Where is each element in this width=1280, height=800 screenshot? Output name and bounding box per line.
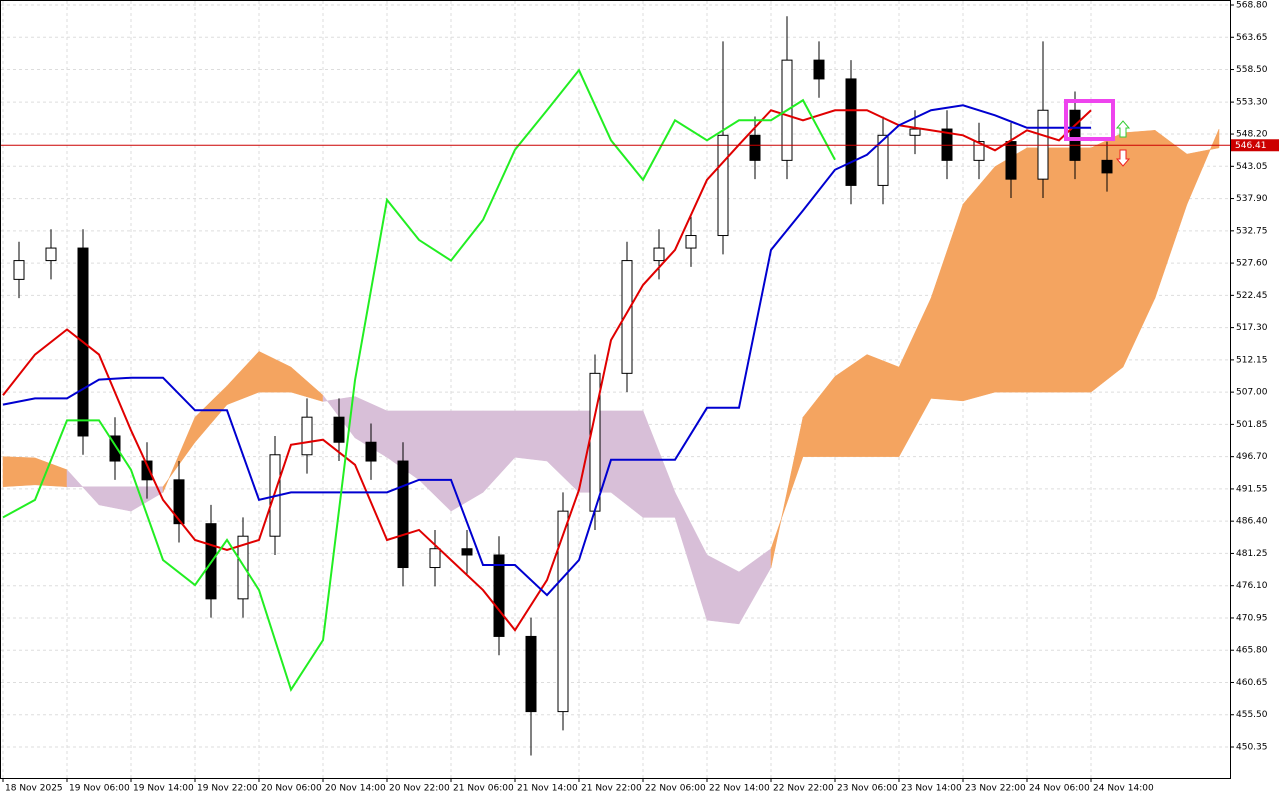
x-tick-label: 20 Nov 14:00 [325,784,386,794]
candle-body [877,134,889,186]
candle-body [493,554,505,637]
candle-body [429,548,441,569]
x-tick-label: 18 Nov 2025 [5,784,63,794]
candle-body [1101,159,1113,174]
y-tick-label: 548.20 [1236,130,1268,140]
candle-body [813,59,825,80]
cloud-segment [866,354,900,457]
candle-body [237,535,249,600]
x-tick-label: 24 Nov 06:00 [1029,784,1090,794]
candle-body [909,128,921,136]
y-tick-label: 517.30 [1236,323,1268,333]
x-tick-label: 21 Nov 22:00 [581,784,642,794]
candle-body [941,128,953,161]
y-tick-label: 486.40 [1236,517,1268,527]
candle-body [557,510,569,713]
candle-body [109,435,121,462]
candle-body [173,479,185,525]
x-tick-label: 23 Nov 06:00 [837,784,898,794]
candle-body [333,416,345,443]
indicator-line [2,109,1092,632]
price-label: 546.41 [1235,141,1267,151]
candle-body [525,635,537,713]
candle-body [1069,109,1081,161]
candle-body [621,260,633,374]
cloud-segment [962,165,996,402]
x-tick-label: 24 Nov 14:00 [1093,784,1154,794]
y-tick-label: 558.50 [1236,65,1268,75]
y-tick-label: 543.05 [1236,162,1268,172]
y-tick-label: 465.80 [1236,646,1268,656]
down-arrow [1115,149,1131,167]
candle-body [973,141,985,161]
candle-body [845,78,857,186]
y-tick-label: 491.55 [1236,484,1268,494]
y-tick-label: 481.25 [1236,549,1268,559]
y-tick-label: 512.15 [1236,355,1268,365]
candle-body [717,134,729,237]
y-tick-label: 460.65 [1236,678,1268,688]
cloud-segment [514,410,548,462]
candle-body [749,134,761,161]
price-tag [1231,139,1279,152]
y-tick-label: 527.60 [1236,259,1268,269]
candle-body [461,548,473,556]
x-tick-label: 19 Nov 06:00 [69,784,130,794]
indicator-line [2,68,836,692]
candle-body [45,247,57,262]
cloud-segment [1186,128,1220,205]
y-tick-label: 532.75 [1236,226,1268,236]
x-tick-label: 22 Nov 14:00 [709,784,770,794]
x-tick-label: 19 Nov 14:00 [133,784,194,794]
x-tick-label: 23 Nov 22:00 [965,784,1026,794]
candle-body [301,416,313,456]
y-tick-label: 507.00 [1236,388,1268,398]
y-tick-label: 455.50 [1236,710,1268,720]
highlight-box [1064,99,1115,141]
candle-body [1037,109,1049,180]
x-tick-label: 22 Nov 22:00 [773,784,834,794]
y-tick-label: 450.35 [1236,742,1268,752]
y-tick-label: 563.65 [1236,33,1268,43]
x-tick-label: 19 Nov 22:00 [197,784,258,794]
y-tick-label: 522.45 [1236,291,1268,301]
y-tick-label: 568.80 [1236,1,1268,11]
y-tick-label: 476.10 [1236,581,1268,591]
x-tick-label: 21 Nov 14:00 [517,784,578,794]
cloud-segment [1058,147,1092,393]
candle-body [653,247,665,262]
indicator-line [2,104,1091,597]
y-tick-label: 496.70 [1236,452,1268,462]
candle-body [1005,141,1017,180]
y-tick-label: 501.85 [1236,420,1268,430]
candle-body [365,441,377,462]
y-tick-label: 553.30 [1236,98,1268,108]
y-tick-label: 537.90 [1236,194,1268,204]
x-tick-label: 23 Nov 14:00 [901,784,962,794]
candle-body [13,260,25,280]
up-arrow [1115,120,1131,138]
x-tick-label: 21 Nov 06:00 [453,784,514,794]
candle-body [397,460,409,569]
candle-body [685,235,697,249]
x-tick-label: 22 Nov 06:00 [645,784,706,794]
candle-body [141,460,153,481]
cloud-segment [2,456,36,487]
x-tick-label: 20 Nov 06:00 [261,784,322,794]
x-tick-label: 20 Nov 22:00 [389,784,450,794]
y-tick-label: 470.95 [1236,613,1268,623]
